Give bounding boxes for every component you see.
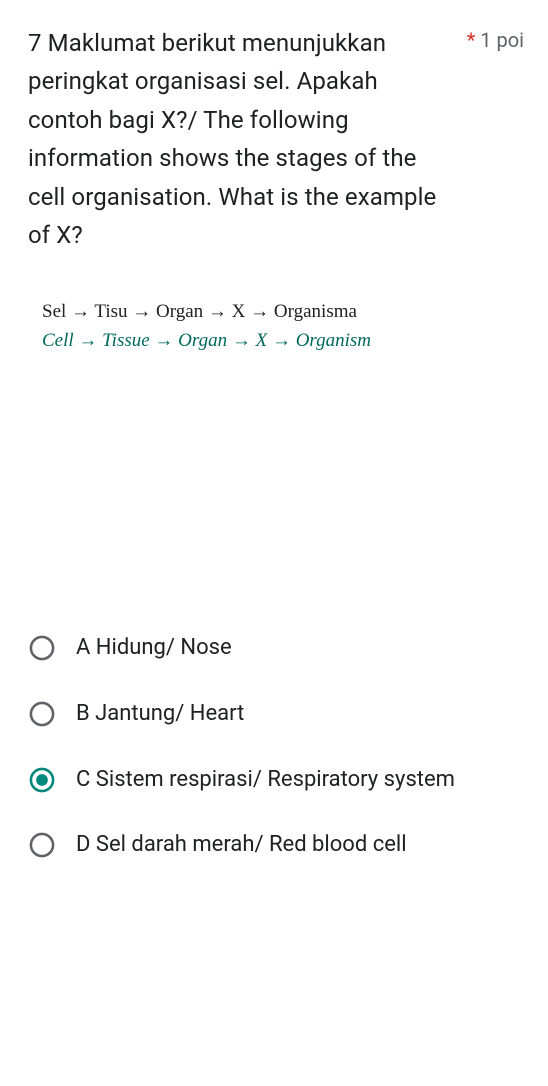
radio-unchecked-icon [28, 700, 56, 728]
question-card: 7 Maklumat berikut menunjukkan peringkat… [0, 0, 548, 902]
option-a[interactable]: A Hidung/ Nose [28, 615, 524, 681]
points-label: 1 poi [480, 28, 524, 52]
option-label: A Hidung/ Nose [76, 633, 232, 663]
cell-organisation-diagram: Sel → Tisu → Organ → X → Organisma Cell … [42, 298, 524, 355]
question-header: 7 Maklumat berikut menunjukkan peringkat… [28, 24, 524, 254]
radio-checked-icon [28, 766, 56, 794]
option-c[interactable]: C Sistem respirasi/ Respiratory system [28, 747, 524, 813]
option-d[interactable]: D Sel darah merah/ Red blood cell [28, 812, 524, 878]
option-label: D Sel darah merah/ Red blood cell [76, 830, 407, 860]
question-text: 7 Maklumat berikut menunjukkan peringkat… [28, 24, 455, 254]
required-asterisk: * [467, 28, 476, 52]
option-label: C Sistem respirasi/ Respiratory system [76, 765, 455, 795]
radio-unchecked-icon [28, 831, 56, 859]
diagram-line-english: Cell → Tissue → Organ → X → Organism [42, 327, 524, 356]
diagram-line-native: Sel → Tisu → Organ → X → Organisma [42, 298, 524, 327]
option-b[interactable]: B Jantung/ Heart [28, 681, 524, 747]
points-indicator: * 1 poi [467, 24, 524, 52]
option-label: B Jantung/ Heart [76, 699, 244, 729]
radio-unchecked-icon [28, 634, 56, 662]
options-group: A Hidung/ Nose B Jantung/ Heart C Sistem… [28, 615, 524, 878]
